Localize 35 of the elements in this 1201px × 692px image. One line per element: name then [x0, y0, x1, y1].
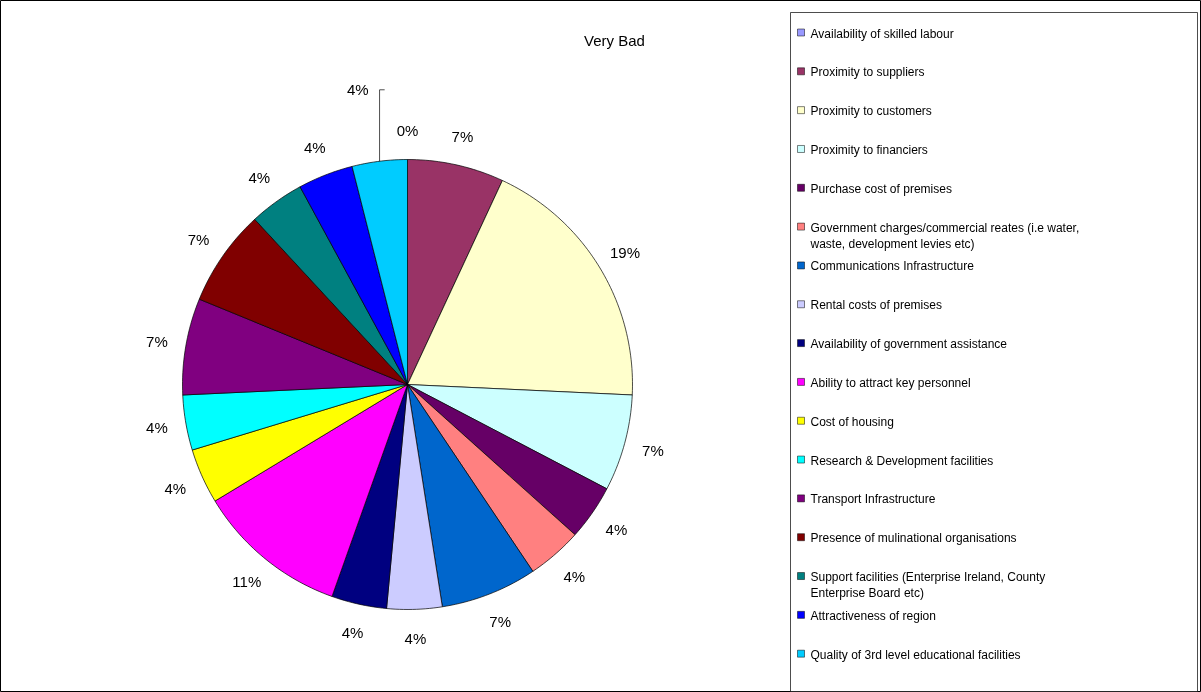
data-label: 19%: [609, 244, 641, 262]
legend-label: Attractiveness of region: [810, 608, 936, 623]
data-label: 7%: [146, 332, 168, 350]
data-label: 4%: [605, 520, 628, 538]
legend-label: Proximity to customers: [810, 104, 932, 119]
text: Very Bad: [584, 32, 645, 49]
data-label: 4%: [146, 419, 168, 437]
legend-label: Proximity to financiers: [810, 142, 928, 157]
data-label: 4%: [341, 624, 364, 642]
legend-label: Quality of 3rd level educational facilities: [810, 647, 1021, 662]
legend-label: Support facilities (Enterprise Ireland, County Enterprise Board etc): [810, 570, 1046, 601]
legend-label: Proximity to suppliers: [810, 65, 925, 80]
legend-label: Research & Development facilities: [810, 453, 994, 468]
text: 0%: [396, 121, 419, 139]
legend-label: Ability to attract key personnel: [810, 375, 971, 390]
legend-label: Government charges/commercial reates (i.e water, waste, development levies etc): [809, 220, 1080, 251]
data-label: 4%: [563, 567, 586, 585]
data-label: 4%: [164, 479, 187, 497]
legend-label: Availability of government assistance: [810, 337, 1008, 352]
data-label: 7%: [489, 612, 512, 630]
legend-label: Transport Infrastructure: [810, 492, 936, 507]
legend-label: Cost of housing: [810, 414, 894, 429]
data-label: 7%: [642, 442, 664, 460]
data-label: 4%: [404, 630, 427, 648]
data-label: 4%: [346, 81, 369, 99]
legend-label: Purchase cost of premises: [810, 181, 952, 196]
data-label: 4%: [248, 169, 271, 187]
data-label: 7%: [187, 231, 210, 249]
legend-label: Rental costs of premises: [810, 298, 942, 313]
legend-label: Availability of skilled labour: [810, 26, 954, 41]
legend-label: Presence of mulinational organisations: [810, 531, 1017, 546]
data-label: 11%: [232, 573, 262, 591]
legend-label: Communications Infrastructure: [810, 259, 975, 274]
data-label: 4%: [303, 139, 326, 157]
data-label: 7%: [451, 127, 474, 145]
